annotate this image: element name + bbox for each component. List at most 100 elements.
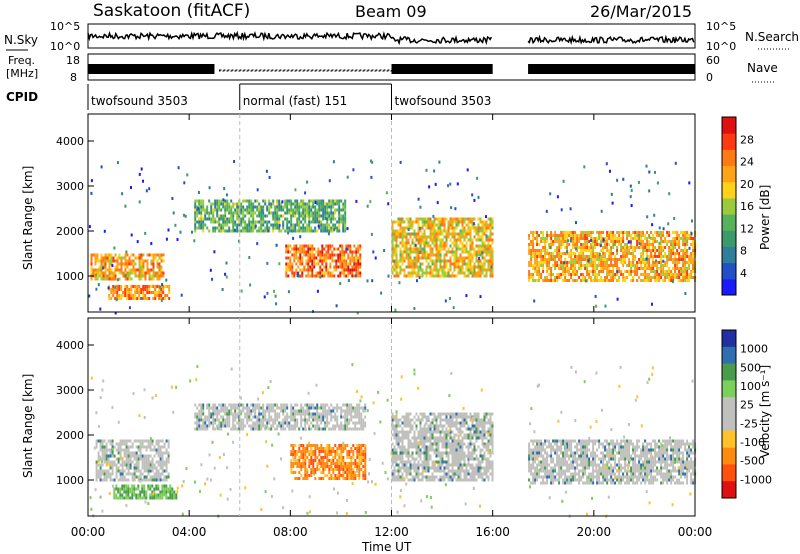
echo-cell [415, 232, 418, 236]
echo-cell [116, 291, 119, 294]
echo-cell [173, 490, 176, 494]
echo-cell [304, 409, 307, 413]
echo-cell [204, 211, 207, 215]
echo-cell [588, 276, 591, 279]
echo-cell [437, 268, 440, 272]
echo-cell [674, 240, 677, 243]
echo-cell [443, 253, 446, 257]
echo-cell [341, 268, 344, 272]
echo-cell [485, 271, 488, 275]
echo-cell [107, 286, 110, 290]
echo-cell [690, 237, 693, 240]
echo-cell [320, 220, 323, 224]
echo-cell [628, 234, 631, 237]
echo-cell [304, 412, 307, 416]
cpid-label: CPID [6, 90, 38, 104]
echo-cell [466, 168, 469, 172]
echo-cell [688, 246, 691, 250]
echo-cell [342, 465, 345, 468]
echo-cell [346, 465, 349, 468]
echo-cell [88, 225, 91, 229]
echo-cell [123, 496, 126, 500]
echo-cell [596, 264, 599, 267]
echo-cell [461, 259, 464, 263]
echo-cell [288, 208, 291, 212]
echo-cell [262, 220, 265, 224]
echo-cell [353, 274, 356, 278]
echo-cell [138, 200, 141, 204]
echo-cell [105, 472, 108, 476]
echo-cell [292, 226, 295, 230]
echo-cell [216, 424, 219, 428]
echo-cell [326, 214, 329, 218]
echo-cell [260, 427, 263, 431]
echo-cell [554, 258, 557, 261]
echo-cell [570, 252, 573, 255]
echo-cell [118, 297, 121, 300]
echo-cell [320, 403, 323, 407]
echo-cell [290, 459, 293, 462]
echo-cell [556, 234, 559, 237]
echo-cell [295, 271, 298, 275]
echo-cell [682, 231, 685, 234]
echo-cell [344, 205, 347, 209]
echo-cell [401, 457, 404, 461]
echo-cell [684, 252, 687, 255]
echo-cell [137, 466, 140, 470]
echo-cell [692, 240, 695, 243]
echo-cell [471, 271, 474, 275]
echo-cell [100, 253, 103, 257]
echo-cell [684, 270, 687, 273]
echo-cell [342, 409, 345, 413]
echo-cell [569, 207, 572, 211]
echo-cell [540, 231, 543, 234]
echo-cell [132, 294, 135, 297]
echo-cell [90, 179, 93, 183]
echo-cell [636, 264, 639, 267]
echo-cell [333, 265, 336, 269]
echo-cell [364, 477, 367, 480]
echo-cell [425, 274, 428, 278]
echo-cell [660, 270, 663, 273]
echo-cell [319, 259, 322, 263]
echo-cell [658, 267, 661, 270]
echo-cell [334, 226, 337, 230]
echo-cell [356, 403, 359, 407]
echo-cell [113, 478, 116, 482]
echo-cell [292, 214, 295, 218]
echo-cell [574, 273, 577, 276]
echo-cell [397, 418, 400, 422]
echo-cell [686, 240, 689, 243]
echo-cell [156, 262, 159, 266]
echo-cell [624, 258, 627, 261]
echo-cell [261, 208, 264, 212]
echo-cell [212, 406, 215, 410]
echo-cell [475, 250, 478, 254]
echo-cell [477, 223, 480, 227]
echo-cell [530, 243, 533, 246]
echo-cell [327, 256, 330, 260]
echo-cell [425, 259, 428, 263]
echo-cell [360, 418, 363, 422]
echo-cell [574, 279, 577, 282]
echo-cell [328, 406, 331, 410]
echo-cell [624, 252, 627, 255]
echo-cell [140, 277, 143, 281]
echo-cell [439, 259, 442, 263]
echo-cell [391, 463, 394, 467]
echo-cell [636, 273, 639, 276]
echo-cell [487, 244, 490, 248]
echo-cell [155, 460, 158, 464]
echo-cell [411, 262, 414, 266]
echo-cell [137, 484, 140, 488]
echo-cell [479, 226, 482, 230]
echo-cell [459, 265, 462, 269]
echo-cell [280, 421, 283, 425]
echo-cell [682, 264, 685, 267]
echo-cell [183, 181, 186, 185]
echo-cell [542, 258, 545, 261]
echo-cell [590, 258, 593, 261]
echo-cell [304, 403, 307, 407]
echo-cell [287, 250, 290, 254]
echo-cell [130, 233, 133, 237]
